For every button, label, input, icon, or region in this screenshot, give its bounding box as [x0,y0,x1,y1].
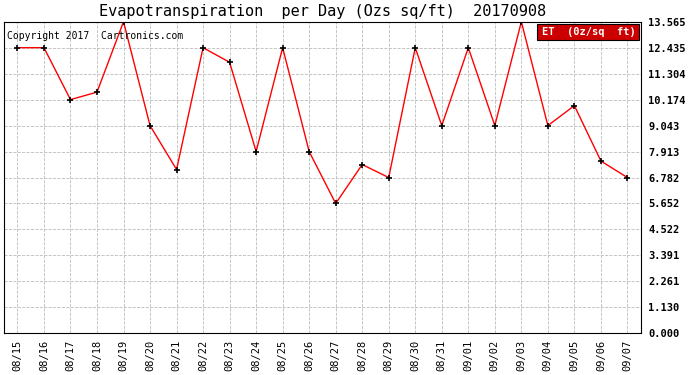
Legend: ET  (0z/sq  ft): ET (0z/sq ft) [537,24,639,40]
Text: Copyright 2017  Cartronics.com: Copyright 2017 Cartronics.com [8,31,184,41]
Title: Evapotranspiration  per Day (Ozs sq/ft)  20170908: Evapotranspiration per Day (Ozs sq/ft) 2… [99,4,546,19]
